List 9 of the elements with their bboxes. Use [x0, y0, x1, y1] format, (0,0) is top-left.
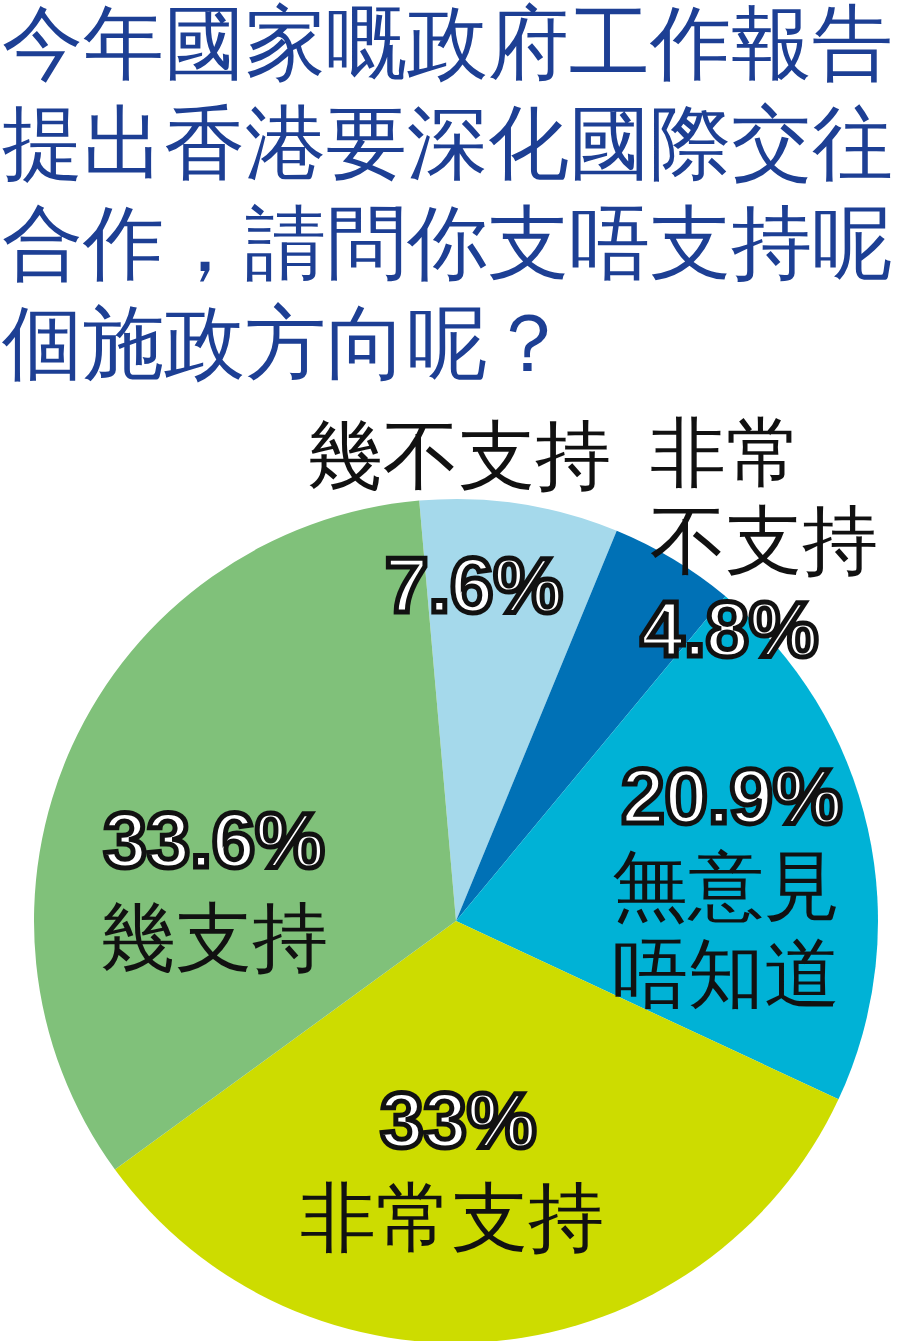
slice-label: 幾支持: [99, 892, 328, 982]
data-label: 33%: [380, 1075, 537, 1164]
slice-label: 非常支持: [300, 1172, 605, 1262]
slice-label: 非常不支持: [650, 408, 879, 586]
slice-label: 幾不支持: [306, 411, 611, 501]
slice-label: 無意見唔知道: [611, 841, 840, 1019]
data-label: 20.9%: [621, 752, 843, 841]
data-label: 33.6%: [103, 795, 325, 884]
chart-title: 今年國家嘅政府工作報告提出香港要深化國際交往合作，請問你支唔支持呢個施政方向呢？: [2, 0, 893, 390]
